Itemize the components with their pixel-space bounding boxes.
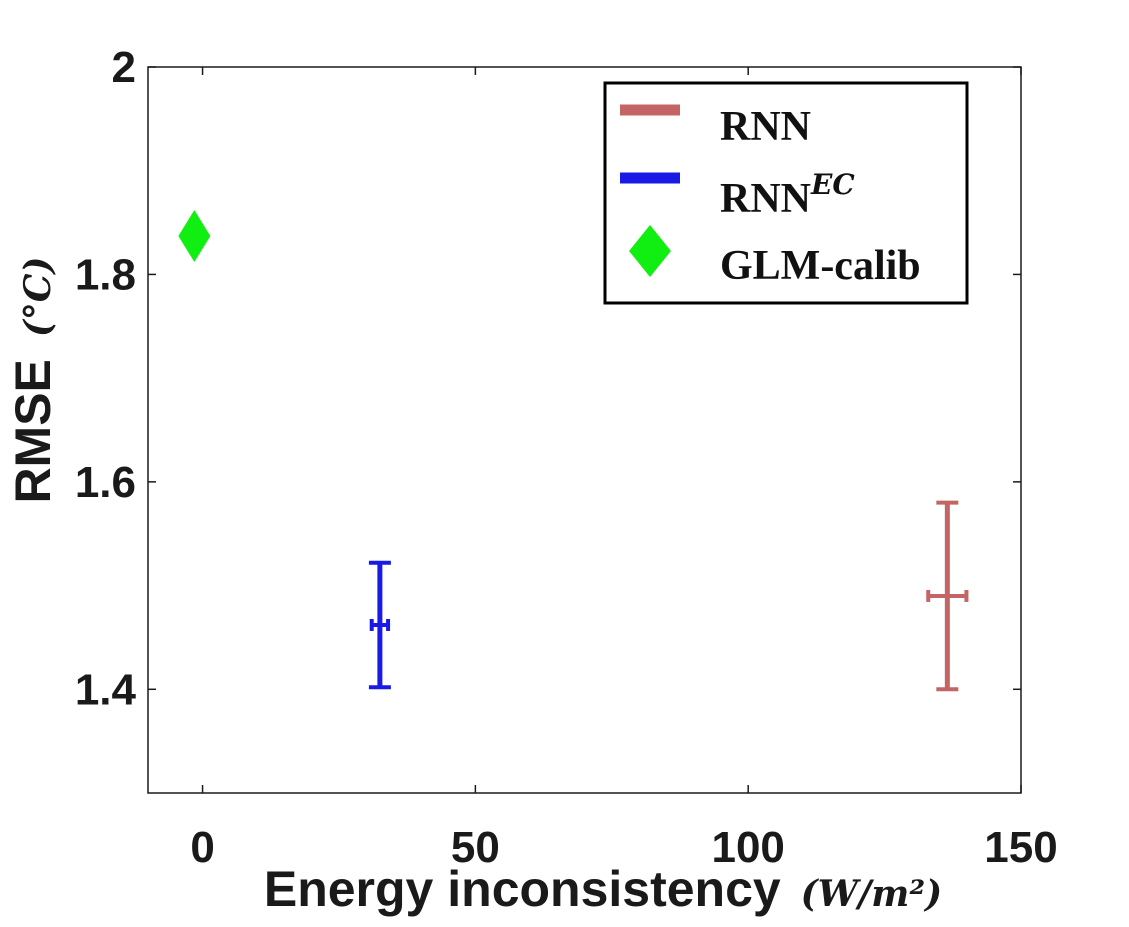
y-axis-label: RMSE (°C)	[5, 256, 61, 503]
legend-label-rnn: RNN	[720, 104, 811, 150]
y-tick-label: 1.4	[75, 665, 137, 714]
y-axis-label-text: RMSE	[5, 359, 61, 503]
x-axis-label-text: Energy inconsistency	[264, 861, 781, 917]
legend-label-rnn-ec-base: RNN	[720, 176, 811, 222]
y-tick-label: 1.6	[75, 458, 136, 507]
legend-label-rnn-ec-superscript: EC	[810, 168, 855, 201]
y-axis-unit: (°C)	[17, 256, 59, 337]
legend-box	[603, 81, 969, 305]
point-glm-calib	[178, 210, 211, 263]
x-tick-label: 0	[190, 823, 214, 872]
axis-ticks: 1.4 1.6 1.8 2 0 50 100 150	[75, 43, 1058, 872]
legend: RNN RNNEC GLM-calib	[603, 81, 969, 305]
data-marks	[178, 210, 969, 692]
legend-swatch-glm-calib	[629, 225, 671, 277]
y-tick-label: 1.8	[75, 250, 136, 299]
x-axis-unit: (W/m²)	[801, 873, 943, 915]
x-tick-label: 150	[984, 823, 1057, 872]
legend-label-glm-calib: GLM-calib	[720, 243, 921, 289]
x-axis-label: Energy inconsistency (W/m²)	[264, 861, 942, 917]
x-tick-label: 100	[711, 823, 784, 872]
x-tick-label: 50	[451, 823, 500, 872]
y-tick-label: 2	[112, 43, 136, 92]
legend-label-rnn-ec: RNNEC	[720, 168, 855, 222]
